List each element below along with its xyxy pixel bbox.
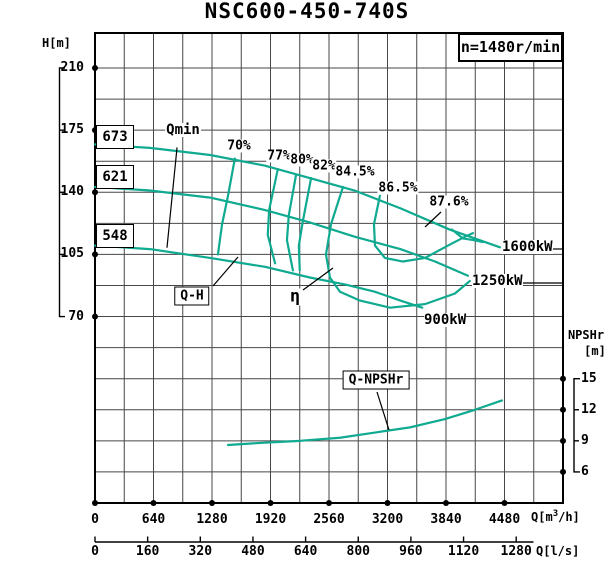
q-m3h-label-pre: Q[m [531,510,553,524]
efficiency-contour [216,157,236,256]
npsh-axis-tick-label: 9 [581,432,589,448]
qnpshr-leader [376,391,390,431]
npsh-axis-tick-label: 12 [581,401,597,417]
q-axis-dot [209,500,215,506]
impeller-label-548: 548 [96,224,134,248]
q-m3h-tick-label: 3200 [371,512,404,527]
q-ls-tick-label: 640 [293,544,318,559]
q-m3h-tick-label: 4480 [488,512,521,527]
q-ls-tick-label: 800 [346,544,370,559]
npshr-axis-label: NPSHr [567,328,605,342]
q-m3h-tick-label: 1920 [254,512,287,527]
npsh-axis-dot [560,437,566,444]
npshr-axis-unit: [m] [584,344,606,358]
speed-badge: n=1480r/min [458,33,563,62]
efficiency-contour [450,228,485,244]
eta-leader [302,267,334,291]
q-h-curve [93,143,502,249]
q-m3h-tick-label: 0 [91,512,99,527]
q-ls-tick-label: 960 [399,544,423,559]
q-axis-dot [150,500,157,506]
npsh-axis-dot [560,375,566,382]
q-ls-tick-label: 0 [91,544,99,559]
q-m3h-axis-label: Q[m3/h] [531,509,580,524]
npsh-axis-bracket [573,378,580,473]
q-h-curve [93,244,424,309]
q-m3h-label-sup: 3 [552,509,559,519]
efficiency-label: 77% [266,148,292,164]
q-m3h-tick-label: 2560 [313,512,345,527]
efficiency-label: 86.5% [377,180,419,196]
impeller-label-673: 673 [96,125,134,149]
efficiency-contour [285,173,298,272]
eff876-leader [424,211,442,228]
q-ls-axis-label: Q[l/s] [536,544,580,558]
q-axis-dot [267,500,274,506]
power-label: 1600kW [502,239,553,255]
q-axis-dot [443,500,449,506]
q-ls-tick-label: 1120 [447,544,480,559]
q-axis-dot [92,500,98,506]
q-npshr-curve [226,399,504,447]
chart-title: NSC600-450-740S [204,0,410,23]
q-m3h-tick-label: 640 [141,512,166,527]
h-axis-tick-label: 140 [60,184,84,200]
qmin-line [166,147,178,248]
h-axis-dot [92,65,98,71]
h-axis-tick-label: 210 [60,60,84,75]
q-axis-dot [384,500,391,506]
q-ls-tick-label: 160 [135,544,160,559]
efficiency-contour [297,176,313,272]
q-ls-tick-label: 320 [188,544,213,559]
npsh-axis-dot [560,468,566,475]
h-axis-dot [92,251,98,258]
h-axis-label: H[m] [42,36,71,50]
q-m3h-label-post: /h] [558,510,580,524]
q-m3h-tick-label: 3840 [430,512,462,527]
qh-curve-label: Q-H [174,286,210,306]
q-m3h-tick-label: 1280 [196,512,228,527]
efficiency-contour [324,185,471,309]
npsh-axis-tick-label: 15 [581,370,597,386]
power-label: 900kW [424,312,467,328]
h-axis-tick-label: 70 [68,308,84,324]
npsh-axis-tick-label: 6 [581,463,589,479]
h-axis-tick-label: 105 [60,246,84,262]
h-axis-tick-label: 175 [60,122,84,138]
efficiency-label: 70% [226,138,252,154]
h-axis-dot [92,313,98,320]
efficiency-contour [266,168,279,265]
q-axis-dot [501,500,508,506]
qmin-label: Qmin [165,122,201,138]
power-label: 1250kW [472,273,523,289]
q-axis-dot [326,500,332,506]
efficiency-label: 80% [289,152,315,168]
eta-label: η [288,286,302,307]
q-ls-tick-label: 1280 [500,544,532,559]
efficiency-label: 87.6% [428,194,470,210]
qh-leader [212,256,239,287]
qnpshr-curve-label: Q-NPSHr [342,370,410,390]
q-ls-tick-label: 480 [241,544,265,559]
h-axis-dot [92,189,98,196]
efficiency-contour [372,194,475,263]
npsh-axis-dot [560,406,566,413]
efficiency-label: 82% [311,158,337,174]
impeller-label-621: 621 [96,165,134,189]
efficiency-label: 84.5% [334,164,376,180]
